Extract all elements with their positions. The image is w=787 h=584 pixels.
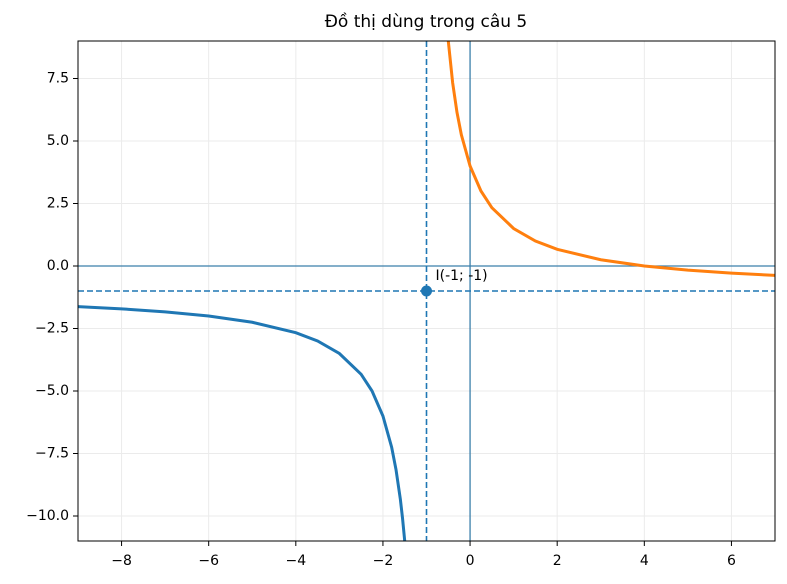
x-tick-label: 2 [553, 553, 562, 569]
plot-frame [77, 40, 776, 542]
y-tick-label: −10.0 [26, 508, 69, 524]
x-tick-label: −8 [111, 553, 132, 569]
x-tick-label: 6 [727, 553, 736, 569]
curve [446, 41, 775, 277]
point-label: I(-1; -1) [436, 268, 488, 284]
x-tick-label: −4 [285, 553, 306, 569]
y-tick-label: −7.5 [35, 446, 69, 462]
y-tick-label: −5.0 [35, 383, 69, 399]
chart-title: Đồ thị dùng trong câu 5 [325, 11, 528, 32]
curve [78, 305, 407, 541]
x-tick-label: 4 [640, 553, 649, 569]
y-tick-label: 2.5 [47, 196, 69, 212]
y-tick-label: 7.5 [47, 71, 69, 87]
x-tick-label: 0 [466, 553, 475, 569]
y-tick-label: 0.0 [47, 258, 69, 274]
x-tick-label: −6 [198, 553, 219, 569]
point [421, 285, 432, 297]
y-tick-label: −2.5 [35, 321, 69, 337]
y-tick-label: 5.0 [47, 133, 69, 149]
x-tick-label: −2 [373, 553, 394, 569]
